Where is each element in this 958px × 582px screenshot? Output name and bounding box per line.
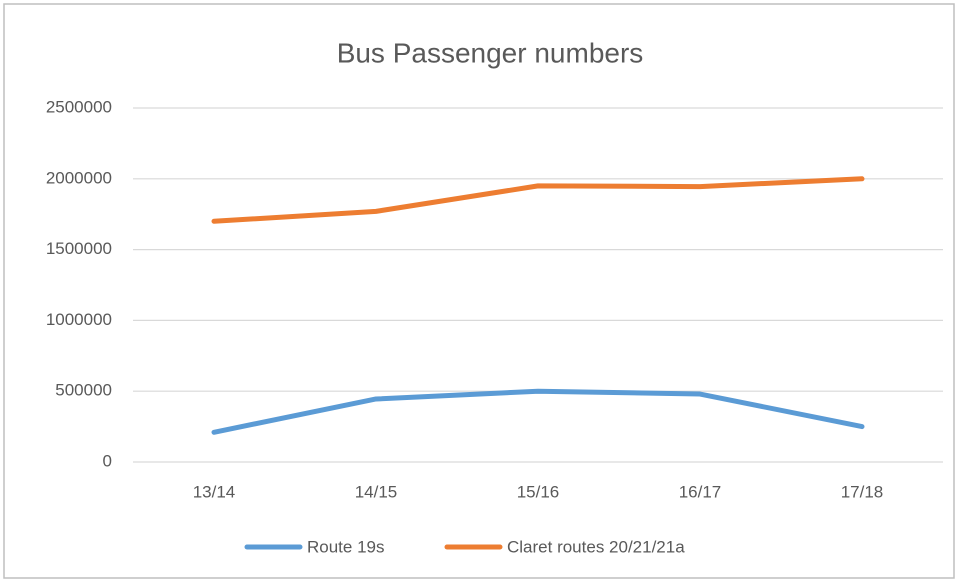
y-tick-label: 1500000 (46, 239, 112, 258)
y-tick-label: 500000 (55, 381, 112, 400)
x-tick-label: 17/18 (841, 482, 884, 501)
y-tick-label: 2000000 (46, 168, 112, 187)
series-line (211, 176, 865, 224)
x-tick-label: 16/17 (679, 482, 722, 501)
x-tick-label: 14/15 (355, 482, 398, 501)
series-line (211, 388, 865, 435)
y-tick-label: 2500000 (46, 97, 112, 116)
legend-label: Route 19s (307, 537, 385, 556)
y-tick-label: 0 (103, 451, 112, 470)
x-tick-label: 13/14 (193, 482, 236, 501)
chart-title: Bus Passenger numbers (337, 37, 644, 68)
legend-label: Claret routes 20/21/21a (507, 537, 685, 556)
x-tick-label: 15/16 (517, 482, 560, 501)
chart-border (3, 3, 955, 579)
y-tick-label: 1000000 (46, 310, 112, 329)
